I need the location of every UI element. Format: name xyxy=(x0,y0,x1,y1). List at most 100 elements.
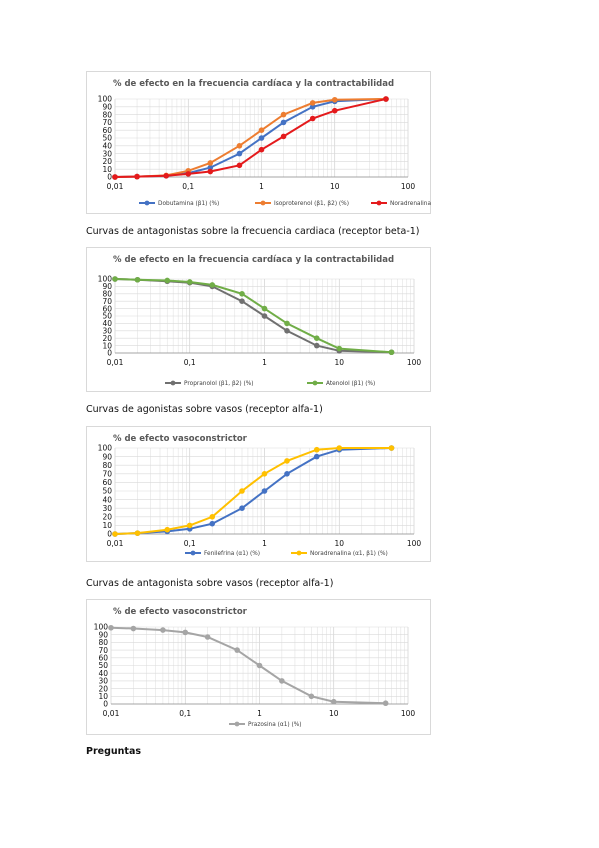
y-tick-label: 60 xyxy=(98,654,108,663)
legend-label: Dobutamina (β1) (%) xyxy=(158,201,219,207)
x-tick-label: 100 xyxy=(401,709,416,718)
legend-marker xyxy=(296,550,302,556)
data-point xyxy=(209,282,216,288)
y-tick-label: 20 xyxy=(102,513,112,522)
y-tick-label: 90 xyxy=(102,103,112,112)
data-point xyxy=(209,514,216,520)
data-point xyxy=(383,96,389,102)
data-point xyxy=(284,471,290,477)
y-tick-label: 0 xyxy=(107,349,112,358)
data-point xyxy=(336,345,343,352)
data-point xyxy=(256,662,263,669)
chart-4: % de efecto vasoconstrictor 0 10 20 30 40 50 60… xyxy=(86,599,431,735)
data-point xyxy=(258,146,265,153)
chart-title: % de efecto en la frecuencia cardíaca y … xyxy=(113,255,394,265)
legend-marker xyxy=(170,380,176,386)
x-tick-label: 10 xyxy=(330,182,340,191)
y-tick-label: 50 xyxy=(102,134,112,143)
x-tick-label: 0,01 xyxy=(107,182,124,191)
data-point xyxy=(258,135,265,141)
data-point xyxy=(236,162,243,169)
x-tick-label: 0,1 xyxy=(182,182,194,191)
y-tick-label: 0 xyxy=(107,173,112,182)
legend-marker xyxy=(190,550,196,556)
caption-agonists-vessels: Curvas de agonistas sobre vasos (recepto… xyxy=(86,404,323,415)
data-point xyxy=(134,173,140,180)
data-point xyxy=(284,458,290,464)
x-tick-label: 10 xyxy=(329,709,339,718)
y-tick-label: 20 xyxy=(98,684,108,693)
chart-3: % de efecto vasoconstrictor 0 10 20 30 40 50 60… xyxy=(86,426,431,562)
y-tick-label: 40 xyxy=(102,142,112,151)
x-tick-label: 0,1 xyxy=(179,709,191,718)
y-tick-label: 40 xyxy=(98,669,108,678)
chart-4-svg: % de efecto vasoconstrictor 0 10 2030405060… xyxy=(94,607,416,728)
data-point xyxy=(186,522,193,529)
data-point xyxy=(331,107,338,114)
y-tick-label: 70 xyxy=(102,297,112,306)
data-point xyxy=(261,313,268,319)
y-tick-label: 40 xyxy=(102,495,112,504)
y-tick-label: 0 xyxy=(103,700,108,709)
y-tick-label: 90 xyxy=(102,452,112,461)
chart-1-svg: % de efecto en la frecuencia cardíaca y … xyxy=(98,79,432,207)
legend-label: Noradrenalina (α1, β1) (%) xyxy=(310,551,388,557)
y-tick-label: 30 xyxy=(102,504,112,513)
y-tick-label: 100 xyxy=(98,444,113,453)
y-tick-label: 50 xyxy=(102,487,112,496)
y-tick-label: 10 xyxy=(102,165,112,174)
x-tick-label: 0,01 xyxy=(107,539,124,548)
data-point xyxy=(130,625,137,632)
y-tick-label: 70 xyxy=(98,646,108,655)
data-point xyxy=(204,634,211,640)
chart-1: % de efecto en la frecuencia cardíaca y … xyxy=(86,71,432,214)
x-tick-label: 1 xyxy=(257,709,262,718)
data-point xyxy=(313,335,320,341)
data-point xyxy=(186,279,193,285)
data-point xyxy=(258,127,265,133)
data-point xyxy=(309,100,316,106)
chart-title: % de efecto vasoconstrictor xyxy=(113,607,248,617)
legend-label: Isoproterenol (β1, β2) (%) xyxy=(274,201,349,207)
y-tick-label: 80 xyxy=(98,638,108,647)
data-point xyxy=(388,349,395,356)
y-tick-label: 100 xyxy=(98,275,113,284)
x-tick-label: 0,01 xyxy=(103,709,120,718)
chart-title: % de efecto en la frecuencia cardíaca y … xyxy=(113,79,394,89)
y-tick-label: 40 xyxy=(102,319,112,328)
caption-antagonists-heart: Curvas de antagonistas sobre la frecuenc… xyxy=(86,226,420,237)
legend-marker xyxy=(144,200,150,206)
x-tick-label: 1 xyxy=(259,182,264,191)
y-tick-label: 50 xyxy=(98,661,108,670)
y-tick-label: 100 xyxy=(98,95,113,104)
chart-2: % de efecto en la frecuencia cardíaca y … xyxy=(86,247,431,392)
y-tick-label: 80 xyxy=(102,290,112,299)
y-tick-label: 90 xyxy=(102,282,112,291)
y-tick-label: 100 xyxy=(94,623,109,632)
data-point xyxy=(234,647,240,653)
data-point xyxy=(164,277,171,284)
data-point xyxy=(112,531,118,537)
data-point xyxy=(261,305,268,312)
data-point xyxy=(239,505,245,511)
caption-antagonist-vessels: Curvas de antagonista sobre vasos (recep… xyxy=(86,578,334,589)
x-tick-label: 0,1 xyxy=(184,539,196,548)
data-point xyxy=(112,276,118,282)
y-tick-label: 20 xyxy=(102,334,112,343)
y-tick-label: 80 xyxy=(102,461,112,470)
y-tick-label: 80 xyxy=(102,110,112,119)
data-point xyxy=(239,488,245,494)
series-line xyxy=(114,278,392,354)
data-point xyxy=(280,111,287,118)
y-tick-label: 30 xyxy=(98,677,108,686)
y-tick-label: 60 xyxy=(102,126,112,135)
data-point xyxy=(309,115,316,122)
legend-marker xyxy=(376,200,382,206)
legend-marker xyxy=(234,721,240,727)
y-tick-label: 70 xyxy=(102,470,112,479)
data-point xyxy=(309,104,316,110)
data-point xyxy=(160,627,166,633)
x-tick-label: 1 xyxy=(262,539,267,548)
data-point xyxy=(112,174,118,180)
data-point xyxy=(284,320,290,327)
